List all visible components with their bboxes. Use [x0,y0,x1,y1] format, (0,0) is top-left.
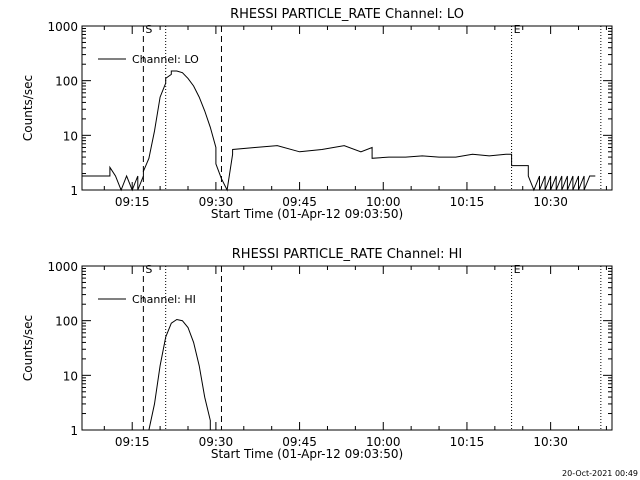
series-line-channel-lo [82,70,596,192]
plot-frame [81,265,613,431]
y-tick-label: 1 [70,424,78,438]
series-line-channel-hi [148,318,211,431]
y-tick-label: 100 [55,75,78,89]
marker-label: E [514,263,521,276]
x-tick-label: 10:00 [366,435,401,449]
panel-hi: RHESSI PARTICLE_RATE Channel: HI 1 10 100 10… [21,247,613,461]
y-tick-label: 100 [55,315,78,329]
x-tick-label: 10:00 [366,195,401,209]
x-tick-label: 09:45 [282,195,317,209]
footer-timestamp: 20-Oct-2021 00:49 [562,469,638,478]
x-tick-label: 10:15 [450,435,485,449]
y-tick-label: 10 [63,129,78,143]
x-axis-label: Start Time (01-Apr-12 09:03:50) [211,447,403,461]
x-axis-label: Start Time (01-Apr-12 09:03:50) [211,207,403,221]
y-tick-label: 1000 [47,260,78,274]
marker-label: S [145,263,152,276]
x-tick-label: 10:30 [533,195,568,209]
marker-label: S [145,23,152,36]
y-tick-label: 10 [63,369,78,383]
chart-title: RHESSI PARTICLE_RATE Channel: LO [230,7,464,22]
x-tick-label: 09:15 [115,435,150,449]
x-tick-label: 09:30 [199,195,234,209]
panel-lo: RHESSI PARTICLE_RATE Channel: LO 1 10 100 10… [21,7,613,221]
marker-label: E [514,23,521,36]
x-tick-label: 10:15 [450,195,485,209]
x-tick-label: 09:15 [115,195,150,209]
y-tick-label: 1 [70,184,78,198]
legend-entry: Channel: HI [132,293,196,306]
y-axis-label: Counts/sec [21,75,35,141]
y-tick-label: 1000 [47,20,78,34]
x-tick-label: 09:45 [282,435,317,449]
x-tick-label: 09:30 [199,435,234,449]
y-axis-label: Counts/sec [21,315,35,381]
legend-entry: Channel: LO [132,53,199,66]
chart-title: RHESSI PARTICLE_RATE Channel: HI [232,247,462,262]
x-tick-label: 10:30 [533,435,568,449]
plot-frame [81,25,613,191]
